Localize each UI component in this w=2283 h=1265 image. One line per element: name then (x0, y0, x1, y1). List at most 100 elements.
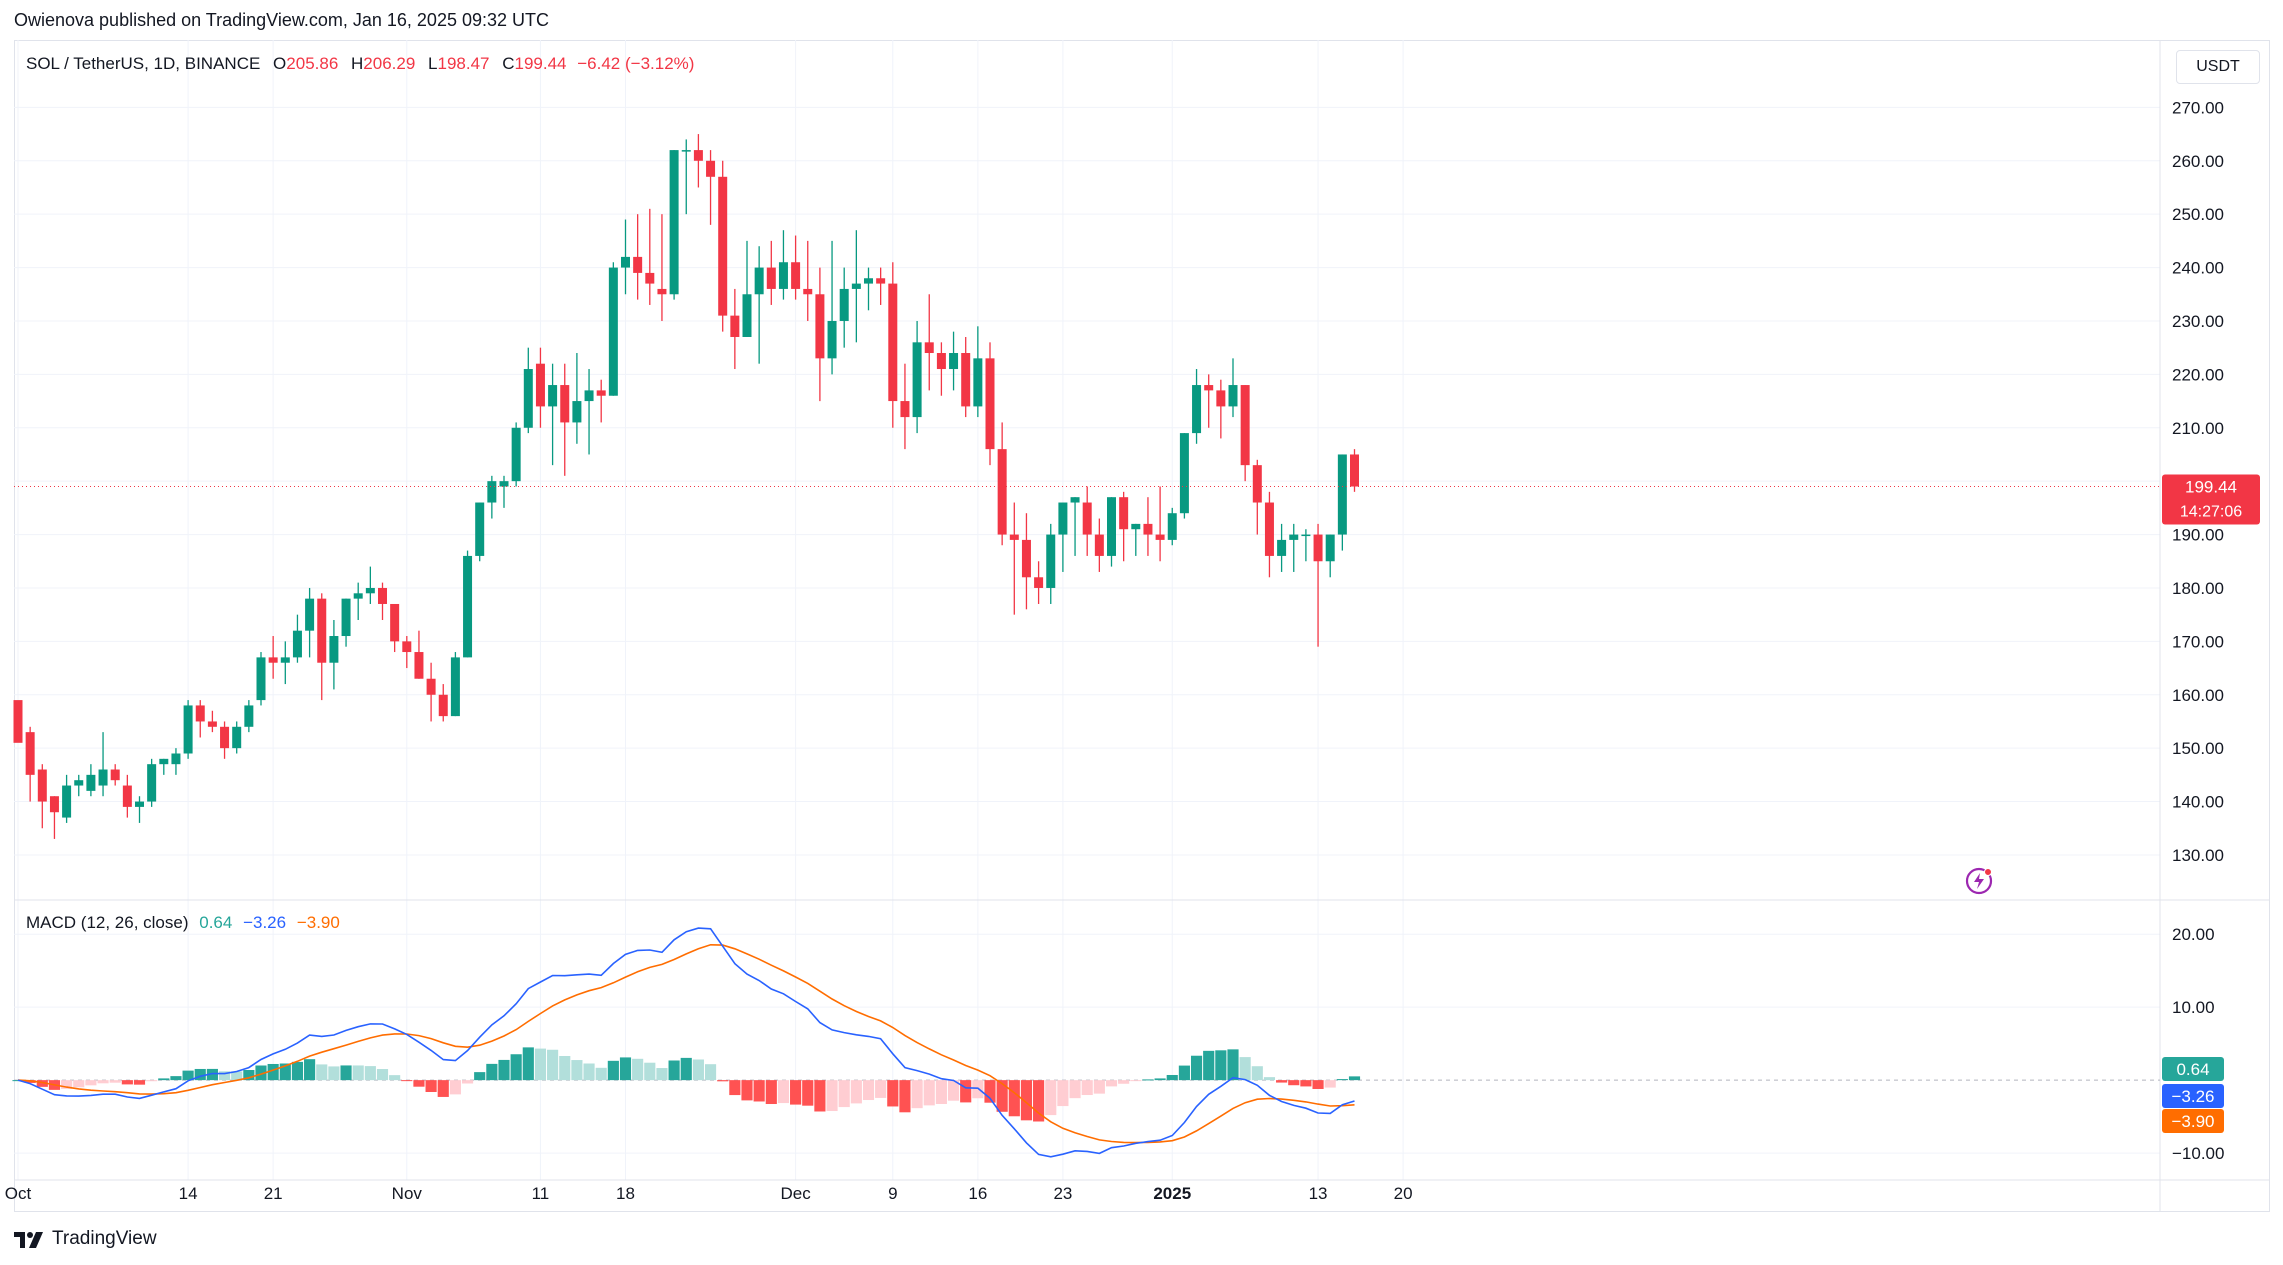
candle-body (292, 630, 302, 658)
macd-histogram-bar (559, 1056, 571, 1081)
candle-body (839, 288, 849, 321)
macd-histogram-bar (644, 1062, 656, 1081)
macd-histogram-bar (571, 1060, 583, 1081)
macd-signal-value: −3.90 (296, 913, 340, 932)
macd-histogram-bar (1045, 1080, 1057, 1116)
macd-histogram-bar (510, 1054, 522, 1081)
macd-histogram-bar (692, 1059, 704, 1081)
macd-histogram-bar (960, 1080, 972, 1103)
symbol-legend[interactable]: SOL / TetherUS, 1D, BINANCE O205.86 H206… (26, 54, 694, 74)
macd-histogram-bar (923, 1080, 935, 1106)
candle-body (1070, 497, 1080, 503)
time-tick-label: 21 (264, 1184, 283, 1203)
candle-body (1325, 534, 1335, 562)
macd-histogram-bar (656, 1068, 668, 1081)
price-tick-label: 220.00 (2172, 365, 2224, 384)
candle-body (1082, 502, 1092, 535)
macd-legend[interactable]: MACD (12, 26, close) 0.64 −3.26 −3.90 (26, 913, 346, 933)
candle-body (778, 262, 788, 289)
symbol-title[interactable]: SOL / TetherUS, 1D, BINANCE (26, 54, 261, 73)
open-value: 205.86 (286, 54, 339, 73)
high-value: 206.29 (363, 54, 416, 73)
candle-body (1337, 454, 1347, 535)
macd-histogram-bar (826, 1080, 838, 1112)
macd-signal-badge-text: −3.90 (2171, 1112, 2214, 1131)
macd-histogram-bar (170, 1076, 182, 1081)
macd-histogram-bar (1166, 1074, 1178, 1081)
macd-histogram-bar (206, 1068, 218, 1081)
candle-body (195, 705, 205, 722)
candle-body (305, 598, 315, 631)
macd-histogram-bar (1178, 1065, 1190, 1081)
macd-histogram-bar (668, 1060, 680, 1081)
macd-histogram-bar (291, 1061, 304, 1081)
candle-body (1277, 539, 1287, 556)
macd-histogram-bar (765, 1080, 777, 1105)
macd-histogram-bar (425, 1080, 437, 1092)
candle-body (341, 598, 351, 637)
price-axis: 270.00 260.00 250.00 240.00 230.00 220.00 210.… (2162, 98, 2260, 865)
candle-body (256, 657, 266, 701)
currency-button[interactable]: USDT (2176, 50, 2260, 84)
candle-body (888, 283, 898, 402)
macd-histogram-bar (814, 1080, 826, 1112)
macd-histogram-bar (996, 1080, 1008, 1112)
candle-body (62, 785, 72, 818)
candle-body (499, 481, 509, 487)
candle-body (876, 278, 886, 284)
macd-histogram-bar (1081, 1080, 1093, 1096)
candle-body (1131, 523, 1141, 530)
macd-histogram-bar (935, 1080, 947, 1104)
macd-histogram-bar (717, 1080, 729, 1082)
lightning-icon[interactable] (1964, 866, 1994, 896)
candle-body (535, 363, 545, 407)
footer-brand[interactable]: TradingView (14, 1228, 157, 1250)
candle-body (1179, 433, 1189, 514)
macd-histogram-bar (73, 1080, 85, 1088)
macd-line-badge-text: −3.26 (2171, 1087, 2214, 1106)
macd-histogram-bar (85, 1080, 97, 1086)
macd-histogram-bar (486, 1063, 498, 1081)
countdown-label: 14:27:06 (2180, 504, 2242, 521)
candle-body (730, 315, 740, 337)
macd-histogram-bar (376, 1069, 389, 1081)
time-tick-label: 18 (616, 1184, 635, 1203)
macd-tick-label: −10.00 (2172, 1144, 2224, 1163)
open-label: O (273, 54, 287, 73)
macd-title[interactable]: MACD (12, 26, close) (26, 913, 189, 932)
macd-histogram-bar (911, 1080, 923, 1109)
macd-histogram-bar (389, 1075, 401, 1081)
macd-histogram-bar (279, 1063, 291, 1081)
macd-histogram-bar (231, 1071, 243, 1081)
candle-body (973, 358, 983, 407)
candle-body (463, 555, 473, 658)
macd-histogram-bar (474, 1072, 486, 1081)
candle-body (1216, 390, 1226, 407)
macd-histogram-bar (146, 1080, 158, 1082)
macd-histogram-bar (583, 1063, 595, 1081)
macd-histogram-bar (887, 1080, 899, 1107)
macd-histogram-bar (194, 1068, 206, 1081)
candle-body (122, 785, 132, 807)
macd-histogram-bar (1118, 1080, 1130, 1084)
candle-body (523, 369, 533, 428)
candle-body (159, 758, 169, 765)
time-tick-label: Oct (5, 1184, 32, 1203)
candle-body (645, 272, 655, 284)
candle-body (548, 385, 558, 407)
macd-tick-label: 20.00 (2172, 925, 2215, 944)
low-label: L (428, 54, 438, 73)
candle-body (353, 593, 363, 599)
candle-body (450, 657, 460, 717)
macd-histogram-bar (158, 1078, 170, 1081)
candle-body (912, 342, 922, 418)
price-tick-label: 240.00 (2172, 259, 2224, 278)
macd-histogram-bar (947, 1080, 960, 1101)
time-tick-label: Dec (780, 1184, 811, 1203)
macd-histogram-bar (1033, 1080, 1045, 1122)
macd-histogram-bar (547, 1049, 559, 1081)
price-tick-label: 230.00 (2172, 312, 2224, 331)
candle-body (1143, 523, 1153, 535)
macd-pane (12, 927, 2160, 1158)
